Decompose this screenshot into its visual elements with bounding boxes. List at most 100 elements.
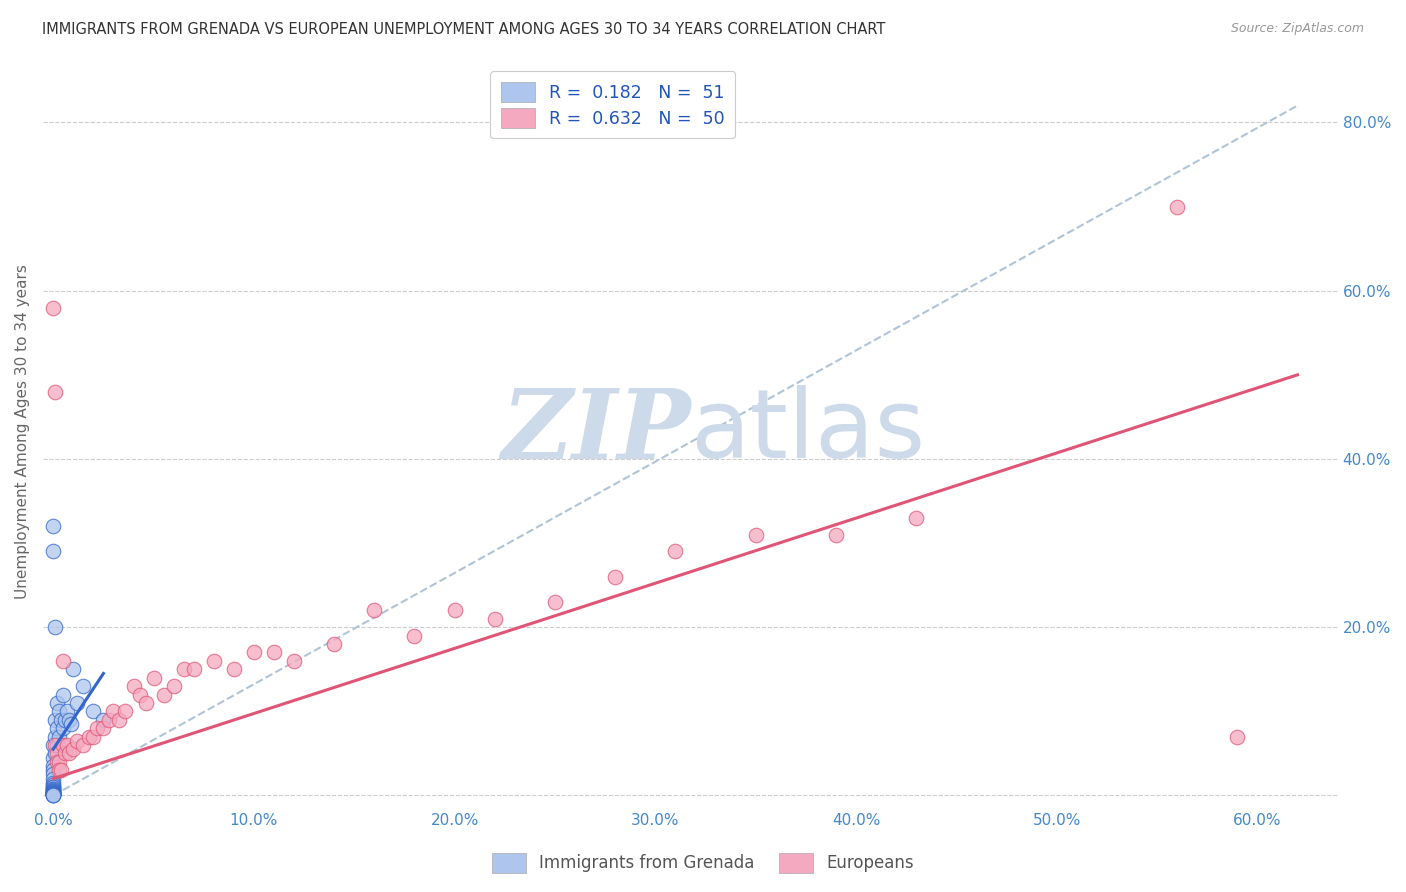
Point (42, 738, 65, 752)
Point (62, 662, 84, 676)
Point (93, 713, 115, 727)
Point (44, 730, 66, 744)
Point (44, 620, 66, 634)
Point (79, 730, 101, 744)
Point (98, 713, 121, 727)
Point (48, 755, 70, 769)
Point (58, 747, 80, 761)
Point (1166, 200, 1188, 214)
Point (42, 780, 65, 794)
Point (46, 747, 69, 761)
Point (42, 787, 65, 801)
Point (122, 679, 145, 693)
Point (42, 787, 65, 801)
Point (66, 733, 89, 747)
Point (42, 784, 65, 798)
Point (443, 603, 465, 617)
Text: Source: ZipAtlas.com: Source: ZipAtlas.com (1230, 22, 1364, 36)
Point (48, 730, 70, 744)
Point (52, 688, 75, 702)
Point (52, 721, 75, 735)
Point (44, 713, 66, 727)
Point (48, 704, 70, 718)
Point (44, 384, 66, 399)
Legend: R =  0.182   N =  51, R =  0.632   N =  50: R = 0.182 N = 51, R = 0.632 N = 50 (491, 71, 735, 138)
Point (263, 645, 285, 659)
Point (53, 747, 76, 761)
Point (46, 755, 69, 769)
Point (72, 679, 94, 693)
Point (42, 750, 65, 764)
Point (52, 738, 75, 752)
Point (42, 787, 65, 801)
Point (42, 776, 65, 790)
Point (605, 570, 627, 584)
Point (46, 738, 69, 752)
Point (56, 704, 79, 718)
Point (905, 511, 928, 525)
Legend: Immigrants from Grenada, Europeans: Immigrants from Grenada, Europeans (485, 847, 921, 880)
Point (744, 527, 766, 541)
Point (114, 704, 136, 718)
Point (42, 787, 65, 801)
Point (243, 645, 266, 659)
Point (664, 544, 686, 558)
Point (108, 713, 131, 727)
Point (53, 713, 76, 727)
Point (222, 662, 245, 676)
Point (42, 787, 65, 801)
Point (46, 721, 69, 735)
Point (42, 785, 65, 799)
Point (404, 629, 426, 643)
Point (283, 654, 305, 668)
Text: atlas: atlas (690, 385, 925, 478)
Point (42, 785, 65, 799)
Point (323, 637, 346, 651)
Point (58, 713, 80, 727)
Point (52, 654, 75, 668)
Point (82, 704, 104, 718)
Point (56, 738, 79, 752)
Point (544, 595, 567, 609)
Point (163, 679, 186, 693)
Point (484, 612, 506, 626)
Point (72, 738, 94, 752)
Point (42, 301, 65, 315)
Point (48, 763, 70, 777)
Point (42, 786, 65, 800)
Point (183, 662, 205, 676)
Point (42, 786, 65, 800)
Point (363, 603, 385, 617)
Point (42, 544, 65, 558)
Point (103, 704, 125, 718)
Point (42, 788, 65, 802)
Point (42, 786, 65, 800)
Point (62, 742, 84, 756)
Point (42, 763, 65, 777)
Point (44, 747, 66, 761)
Point (173, 662, 195, 676)
Point (44, 738, 66, 752)
Text: IMMIGRANTS FROM GRENADA VS EUROPEAN UNEMPLOYMENT AMONG AGES 30 TO 34 YEARS CORRE: IMMIGRANTS FROM GRENADA VS EUROPEAN UNEM… (42, 22, 886, 37)
Point (42, 781, 65, 796)
Point (128, 688, 150, 702)
Text: ZIP: ZIP (501, 384, 690, 479)
Point (1226, 730, 1249, 744)
Point (42, 780, 65, 794)
Point (42, 781, 65, 796)
Point (60, 717, 83, 731)
Point (142, 671, 165, 685)
Point (135, 696, 157, 710)
Point (51, 713, 73, 727)
Y-axis label: Unemployment Among Ages 30 to 34 years: Unemployment Among Ages 30 to 34 years (15, 264, 30, 599)
Point (51, 763, 73, 777)
Point (42, 519, 65, 533)
Point (152, 688, 174, 702)
Point (42, 759, 65, 773)
Point (86, 721, 108, 735)
Point (42, 767, 65, 781)
Point (66, 696, 89, 710)
Point (825, 527, 848, 541)
Point (46, 696, 69, 710)
Point (42, 788, 65, 802)
